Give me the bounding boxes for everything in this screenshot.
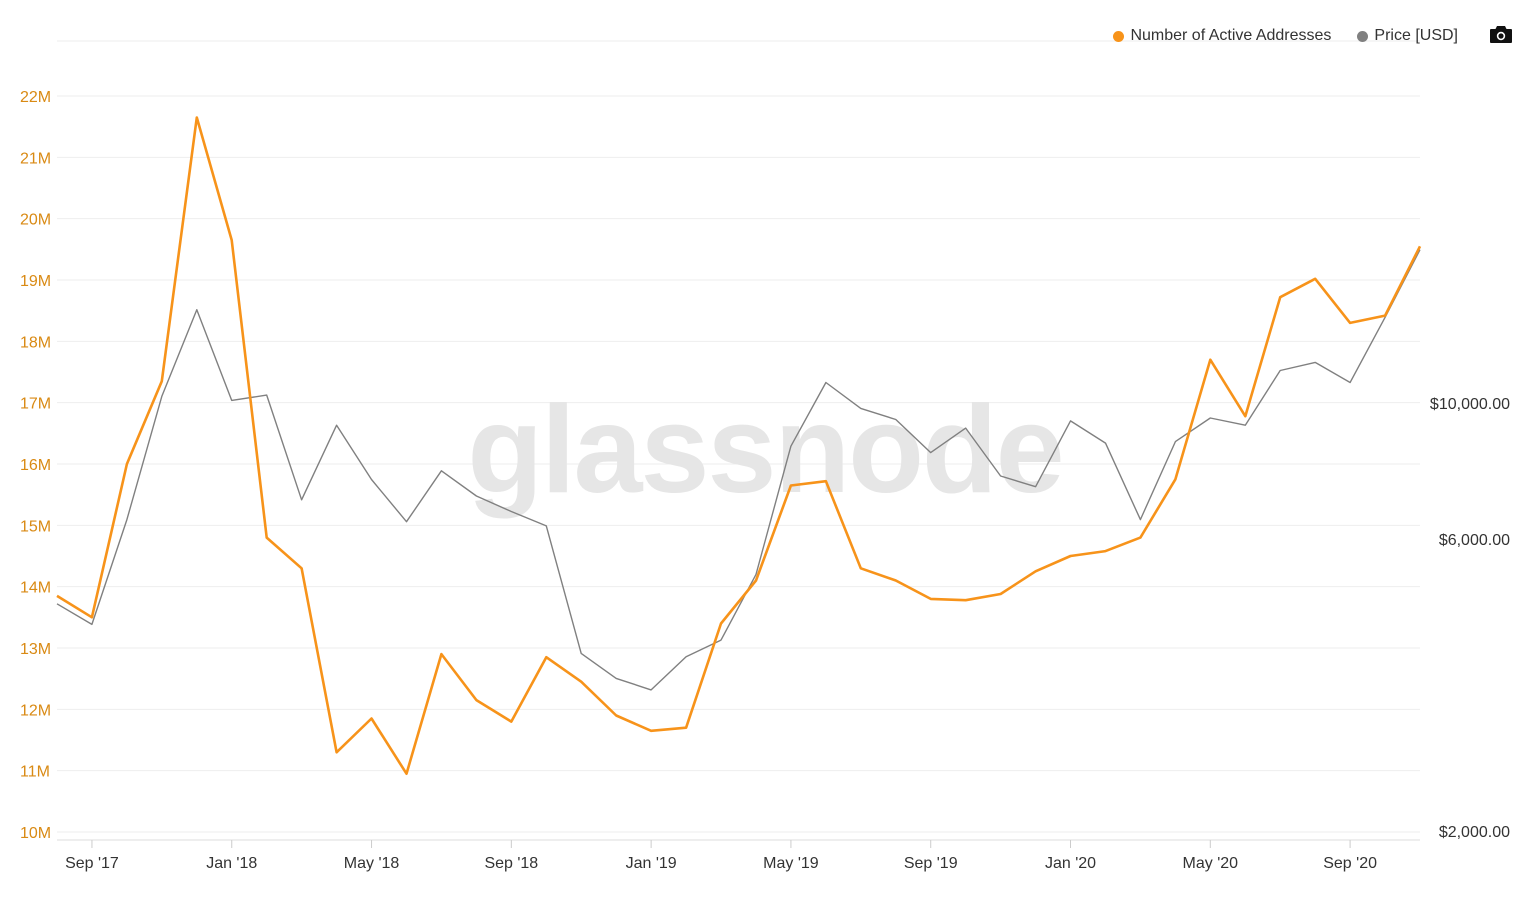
x-tick-label: May '20 <box>1183 855 1239 872</box>
legend-label-price: Price [USD] <box>1374 27 1458 44</box>
y-left-tick-label: 14M <box>20 580 51 597</box>
y-left-tick-label: 13M <box>20 641 51 658</box>
legend-item-active-addresses[interactable]: Number of Active Addresses <box>1113 27 1331 45</box>
x-tick-label: Jan '20 <box>1045 855 1096 872</box>
y-left-tick-label: 17M <box>20 396 51 413</box>
grid <box>57 40 1420 841</box>
x-axis: Sep '17 Jan '18 May '18 Sep '18 Jan '19 May '… <box>65 840 1377 872</box>
x-tick-label: Sep '19 <box>904 855 958 872</box>
y-left-tick-label: 19M <box>20 273 51 290</box>
y-left-tick-label: 20M <box>20 212 51 229</box>
active-addresses-line <box>56 116 1422 775</box>
y-right-tick-label: $2,000.00 <box>1439 824 1510 841</box>
y-left-tick-label: 21M <box>20 150 51 167</box>
y-right-tick-label: $10,000.00 <box>1430 396 1510 413</box>
y-left-tick-label: 11M <box>20 764 50 781</box>
x-tick-label: May '19 <box>763 855 819 872</box>
x-tick-label: May '18 <box>344 855 400 872</box>
series <box>56 116 1422 775</box>
camera-icon[interactable] <box>1490 25 1512 43</box>
watermark: glassnode <box>467 381 1062 519</box>
y-left-tick-label: 22M <box>20 89 51 106</box>
x-tick-label: Sep '17 <box>65 855 119 872</box>
y-left-tick-label: 10M <box>20 825 51 842</box>
price-line <box>56 249 1421 691</box>
y-axis-left: 10M 11M 12M 13M 14M 15M 16M 17M 18M 19M 20M 21M 22M <box>20 89 51 842</box>
x-tick-label: Jan '18 <box>206 855 257 872</box>
legend-dot-active <box>1113 30 1125 42</box>
legend: Number of Active Addresses Price [USD] <box>1113 27 1458 45</box>
legend-item-price[interactable]: Price [USD] <box>1357 27 1458 45</box>
y-left-tick-label: 18M <box>20 334 51 351</box>
legend-dot-price <box>1357 30 1369 42</box>
y-right-tick-label: $6,000.00 <box>1439 532 1510 549</box>
x-tick-label: Sep '18 <box>484 855 538 872</box>
x-tick-label: Jan '19 <box>626 855 677 872</box>
legend-label-active: Number of Active Addresses <box>1130 27 1332 44</box>
y-left-tick-label: 12M <box>20 702 51 719</box>
y-left-tick-label: 16M <box>20 457 51 474</box>
x-tick-label: Sep '20 <box>1323 855 1377 872</box>
y-axis-right: $2,000.00 $6,000.00 $10,000.00 <box>1430 396 1510 841</box>
y-left-tick-label: 15M <box>20 518 51 535</box>
